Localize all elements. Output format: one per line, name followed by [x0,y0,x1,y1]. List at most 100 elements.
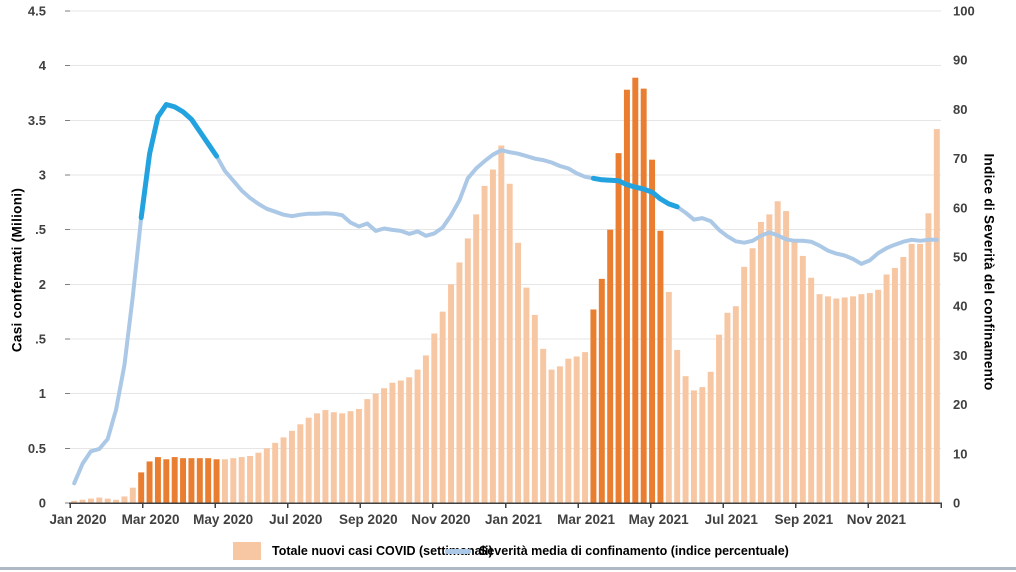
covid-cases-bar [87,498,94,503]
covid-cases-bar [573,356,580,503]
right-axis-tick-label: 70 [953,151,967,166]
covid-cases-bar [163,459,170,503]
covid-cases-bar [372,393,379,503]
covid-cases-bar [707,371,714,503]
right-axis-tick-label: 90 [953,53,967,68]
left-axis-tick-label: 0.5 [28,441,46,456]
covid-cases-bar [431,333,438,503]
covid-cases-bar [590,309,597,503]
covid-cases-bar [247,455,254,503]
covid-cases-bar [188,458,195,503]
covid-cases-bar [682,376,689,503]
left-axis-tick-label: 3 [39,168,46,183]
covid-cases-bar [171,457,178,503]
covid-cases-bar [741,266,748,503]
x-axis-tick-label: Jul 2021 [705,512,759,527]
covid-cases-bar [121,496,128,503]
x-axis-tick-label: Jul 2020 [269,512,322,527]
line-series-label: Severità media di confinamento (indice p… [479,544,789,558]
covid-cases-bar [933,129,940,503]
covid-cases-bar [783,211,790,503]
covid-cases-bar [138,472,145,503]
covid-cases-bar [816,294,823,503]
covid-cases-bar [221,459,228,503]
covid-cases-bar [875,289,882,503]
right-axis-tick-label: 50 [953,250,967,265]
x-axis-tick-label: Sep 2020 [339,512,398,527]
left-axis-title: Casi confermati (Milioni) [9,187,25,353]
covid-cases-bar [439,311,446,503]
right-axis-tick-label: 80 [953,102,967,117]
covid-cases-bar [850,296,857,503]
covid-cases-bar [556,366,563,503]
right-axis-tick-label: 100 [953,4,975,19]
covid-cases-bar [389,382,396,503]
covid-cases-bar [381,388,388,503]
covid-cases-bar [858,294,865,503]
covid-cases-bar [598,278,605,503]
covid-cases-bar [649,159,656,503]
left-axis-tick-label: 4 [39,58,47,73]
covid-cases-bar [665,291,672,503]
covid-cases-bar [448,284,455,503]
covid-cases-bar [71,500,78,503]
covid-cases-bar [523,287,530,503]
covid-cases-bar [464,238,471,503]
left-axis-tick-label: 4.5 [28,4,46,19]
covid-cases-bar [841,297,848,503]
covid-cases-bar [113,499,120,503]
covid-cases-bar [213,459,220,503]
x-axis-tick-label: Sep 2021 [775,512,834,527]
covid-cases-bar [674,349,681,503]
x-axis-tick-label: Mar 2021 [557,512,615,527]
covid-cases-bar [716,334,723,503]
bar-series-label: Totale nuovi casi COVID (settimanali) [272,544,493,558]
covid-cases-bar [925,213,932,503]
covid-cases-bar [799,255,806,503]
covid-cases-bar [891,267,898,503]
covid-cases-bar [180,458,187,503]
line-series-swatch [445,549,471,554]
covid-cases-bar [515,242,522,504]
covid-cases-bar [230,458,237,503]
covid-cases-bar [129,487,136,503]
severity-line-highlight [590,175,680,210]
covid-cases-bar [314,413,321,503]
left-axis-tick-label: 2 [39,277,46,292]
covid-cases-bar [414,369,421,503]
covid-cases-bar [582,352,589,503]
covid-cases-bar [280,437,287,503]
covid-cases-bar [506,183,513,503]
right-axis-tick-label: 10 [953,446,967,461]
legend: Totale nuovi casi COVID (settimanali) Se… [0,540,1016,566]
left-axis-tick-label: 1 [39,386,46,401]
covid-cases-bar [766,214,773,504]
right-axis-tick-label: 40 [953,299,967,314]
bottom-divider [0,567,1016,570]
covid-cases-bar [917,243,924,503]
covid-cases-bar [808,277,815,503]
covid-cases-bar [623,89,630,503]
covid-cases-bar [406,377,413,503]
covid-cases-bar [498,145,505,504]
right-axis-tick-label: 0 [953,496,960,511]
covid-cases-bar [699,387,706,503]
covid-cases-bar [640,88,647,503]
covid-cases-bar [481,185,488,503]
severity-line-highlight [138,102,220,221]
right-axis-tick-label: 60 [953,200,967,215]
covid-cases-bar [757,222,764,503]
left-axis-tick-label: 0 [39,496,46,511]
covid-cases-bar [355,408,362,503]
covid-cases-bar [632,77,639,503]
covid-cases-bar [824,296,831,503]
x-axis-tick-label: Mar 2020 [122,512,180,527]
covid-cases-bar [615,153,622,503]
covid-cases-bar [347,411,354,503]
covid-cases-bar [883,274,890,503]
covid-cases-bar [196,458,203,503]
covid-cases-bar [866,293,873,503]
right-axis-tick-label: 20 [953,397,967,412]
